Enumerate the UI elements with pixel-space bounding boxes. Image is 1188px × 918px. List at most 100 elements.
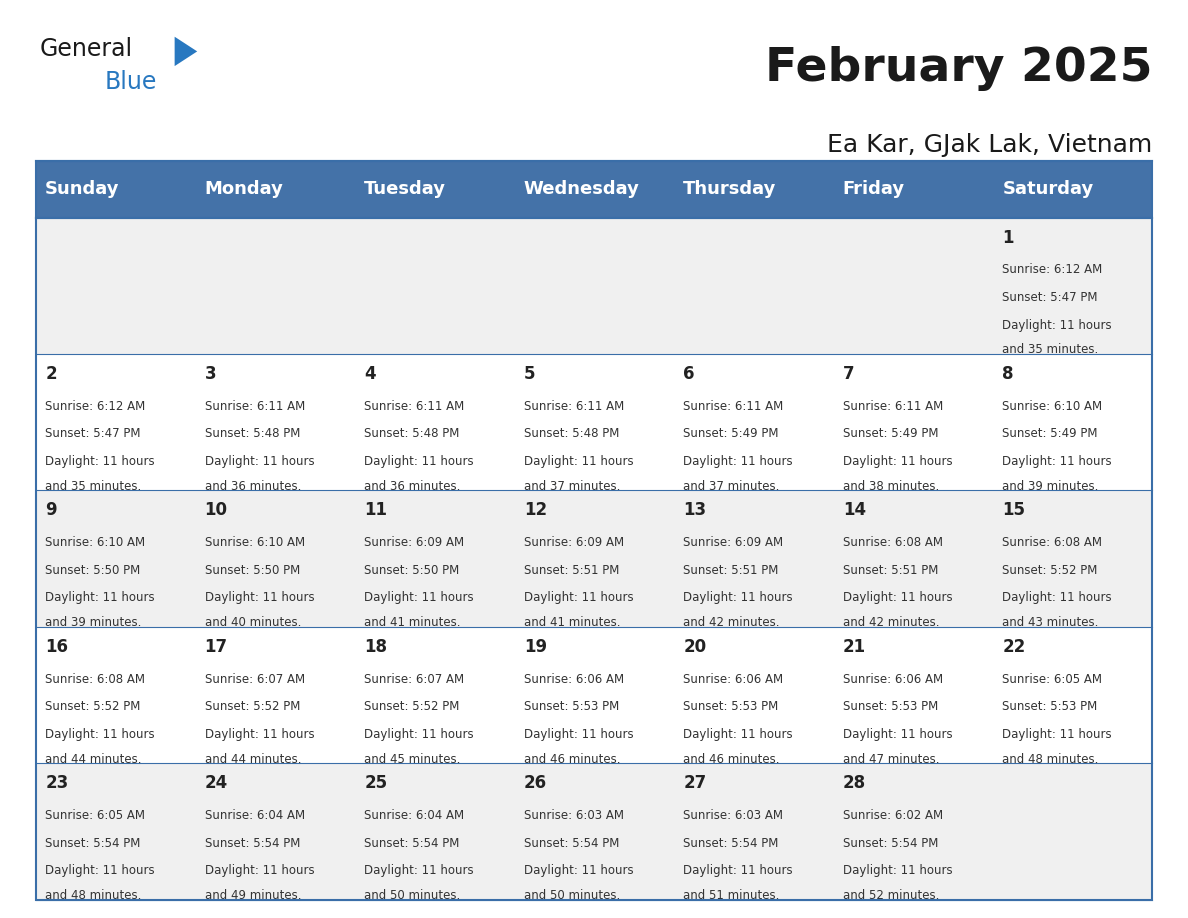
Text: Sunrise: 6:07 AM: Sunrise: 6:07 AM: [365, 673, 465, 686]
Text: and 42 minutes.: and 42 minutes.: [683, 616, 779, 629]
Text: Sunrise: 6:05 AM: Sunrise: 6:05 AM: [1003, 673, 1102, 686]
Text: Sunrise: 6:12 AM: Sunrise: 6:12 AM: [1003, 263, 1102, 276]
Text: Daylight: 11 hours: Daylight: 11 hours: [204, 455, 315, 468]
Bar: [36, 354, 1152, 490]
Text: Sunset: 5:53 PM: Sunset: 5:53 PM: [842, 700, 939, 713]
Text: and 37 minutes.: and 37 minutes.: [524, 480, 620, 493]
Text: Sunset: 5:54 PM: Sunset: 5:54 PM: [45, 836, 140, 850]
Text: and 36 minutes.: and 36 minutes.: [365, 480, 461, 493]
Text: 20: 20: [683, 638, 707, 655]
Text: and 41 minutes.: and 41 minutes.: [365, 616, 461, 629]
Text: and 39 minutes.: and 39 minutes.: [45, 616, 141, 629]
Text: and 49 minutes.: and 49 minutes.: [204, 889, 302, 902]
Text: Daylight: 11 hours: Daylight: 11 hours: [45, 728, 154, 741]
Text: Sunset: 5:50 PM: Sunset: 5:50 PM: [45, 564, 140, 577]
Bar: [36, 161, 1152, 218]
Text: 16: 16: [45, 638, 68, 655]
Text: 12: 12: [524, 501, 546, 520]
Polygon shape: [175, 37, 197, 66]
Text: 6: 6: [683, 365, 695, 383]
Text: Sunset: 5:47 PM: Sunset: 5:47 PM: [45, 428, 140, 441]
Text: Ea Kar, GJak Lak, Vietnam: Ea Kar, GJak Lak, Vietnam: [827, 133, 1152, 157]
Text: Sunrise: 6:08 AM: Sunrise: 6:08 AM: [842, 536, 943, 549]
Text: Monday: Monday: [204, 180, 284, 198]
Text: Sunset: 5:52 PM: Sunset: 5:52 PM: [204, 700, 301, 713]
Text: Sunrise: 6:11 AM: Sunrise: 6:11 AM: [683, 400, 784, 413]
Text: Sunset: 5:54 PM: Sunset: 5:54 PM: [524, 836, 619, 850]
Text: and 51 minutes.: and 51 minutes.: [683, 889, 779, 902]
Text: and 48 minutes.: and 48 minutes.: [45, 889, 141, 902]
Text: Sunrise: 6:04 AM: Sunrise: 6:04 AM: [204, 809, 305, 823]
Text: Daylight: 11 hours: Daylight: 11 hours: [842, 864, 953, 878]
Text: 14: 14: [842, 501, 866, 520]
Text: Sunset: 5:49 PM: Sunset: 5:49 PM: [683, 428, 779, 441]
Bar: [36, 161, 1152, 900]
Text: Daylight: 11 hours: Daylight: 11 hours: [1003, 728, 1112, 741]
Text: Daylight: 11 hours: Daylight: 11 hours: [365, 455, 474, 468]
Text: Sunset: 5:49 PM: Sunset: 5:49 PM: [1003, 428, 1098, 441]
Text: and 38 minutes.: and 38 minutes.: [842, 480, 939, 493]
Text: Sunrise: 6:03 AM: Sunrise: 6:03 AM: [524, 809, 624, 823]
Text: and 39 minutes.: and 39 minutes.: [1003, 480, 1099, 493]
Text: Sunrise: 6:10 AM: Sunrise: 6:10 AM: [204, 536, 305, 549]
Text: Sunrise: 6:11 AM: Sunrise: 6:11 AM: [842, 400, 943, 413]
Text: 19: 19: [524, 638, 546, 655]
Text: Daylight: 11 hours: Daylight: 11 hours: [683, 591, 792, 604]
Text: Sunset: 5:54 PM: Sunset: 5:54 PM: [683, 836, 778, 850]
Text: 13: 13: [683, 501, 707, 520]
Text: Sunset: 5:47 PM: Sunset: 5:47 PM: [1003, 291, 1098, 304]
Text: Sunset: 5:54 PM: Sunset: 5:54 PM: [842, 836, 939, 850]
Text: Sunrise: 6:09 AM: Sunrise: 6:09 AM: [365, 536, 465, 549]
Text: Daylight: 11 hours: Daylight: 11 hours: [204, 864, 315, 878]
Text: 2: 2: [45, 365, 57, 383]
Text: 23: 23: [45, 774, 69, 792]
Text: Daylight: 11 hours: Daylight: 11 hours: [683, 864, 792, 878]
Text: and 46 minutes.: and 46 minutes.: [524, 753, 620, 766]
Text: Sunset: 5:54 PM: Sunset: 5:54 PM: [365, 836, 460, 850]
Text: and 40 minutes.: and 40 minutes.: [204, 616, 301, 629]
Text: 3: 3: [204, 365, 216, 383]
Text: and 47 minutes.: and 47 minutes.: [842, 753, 940, 766]
Text: and 50 minutes.: and 50 minutes.: [365, 889, 461, 902]
Text: 7: 7: [842, 365, 854, 383]
Text: and 37 minutes.: and 37 minutes.: [683, 480, 779, 493]
Text: Daylight: 11 hours: Daylight: 11 hours: [842, 455, 953, 468]
Text: and 48 minutes.: and 48 minutes.: [1003, 753, 1099, 766]
Text: and 36 minutes.: and 36 minutes.: [204, 480, 301, 493]
Text: Sunrise: 6:09 AM: Sunrise: 6:09 AM: [524, 536, 624, 549]
Text: 24: 24: [204, 774, 228, 792]
Bar: [36, 218, 1152, 354]
Text: Sunset: 5:50 PM: Sunset: 5:50 PM: [365, 564, 460, 577]
Text: Daylight: 11 hours: Daylight: 11 hours: [1003, 591, 1112, 604]
Bar: [36, 627, 1152, 763]
Text: Sunset: 5:54 PM: Sunset: 5:54 PM: [204, 836, 301, 850]
Text: and 41 minutes.: and 41 minutes.: [524, 616, 620, 629]
Text: Sunset: 5:52 PM: Sunset: 5:52 PM: [1003, 564, 1098, 577]
Text: Daylight: 11 hours: Daylight: 11 hours: [524, 591, 633, 604]
Text: General: General: [39, 37, 132, 61]
Text: Daylight: 11 hours: Daylight: 11 hours: [1003, 319, 1112, 331]
Text: Sunset: 5:51 PM: Sunset: 5:51 PM: [683, 564, 778, 577]
Text: Sunrise: 6:09 AM: Sunrise: 6:09 AM: [683, 536, 783, 549]
Text: Blue: Blue: [105, 70, 157, 94]
Text: 5: 5: [524, 365, 536, 383]
Text: 27: 27: [683, 774, 707, 792]
Text: Sunset: 5:53 PM: Sunset: 5:53 PM: [683, 700, 778, 713]
Text: Sunset: 5:52 PM: Sunset: 5:52 PM: [45, 700, 140, 713]
Text: Daylight: 11 hours: Daylight: 11 hours: [365, 591, 474, 604]
Text: Sunrise: 6:06 AM: Sunrise: 6:06 AM: [683, 673, 783, 686]
Text: Sunrise: 6:08 AM: Sunrise: 6:08 AM: [45, 673, 145, 686]
Text: Sunset: 5:49 PM: Sunset: 5:49 PM: [842, 428, 939, 441]
Text: 11: 11: [365, 501, 387, 520]
Text: 25: 25: [365, 774, 387, 792]
Text: 1: 1: [1003, 229, 1013, 247]
Text: Sunset: 5:52 PM: Sunset: 5:52 PM: [365, 700, 460, 713]
Text: Sunrise: 6:05 AM: Sunrise: 6:05 AM: [45, 809, 145, 823]
Text: 10: 10: [204, 501, 228, 520]
Text: and 35 minutes.: and 35 minutes.: [1003, 343, 1099, 356]
Text: 22: 22: [1003, 638, 1025, 655]
Text: Sunrise: 6:11 AM: Sunrise: 6:11 AM: [204, 400, 305, 413]
Text: Sunrise: 6:10 AM: Sunrise: 6:10 AM: [45, 536, 145, 549]
Text: 9: 9: [45, 501, 57, 520]
Text: 17: 17: [204, 638, 228, 655]
